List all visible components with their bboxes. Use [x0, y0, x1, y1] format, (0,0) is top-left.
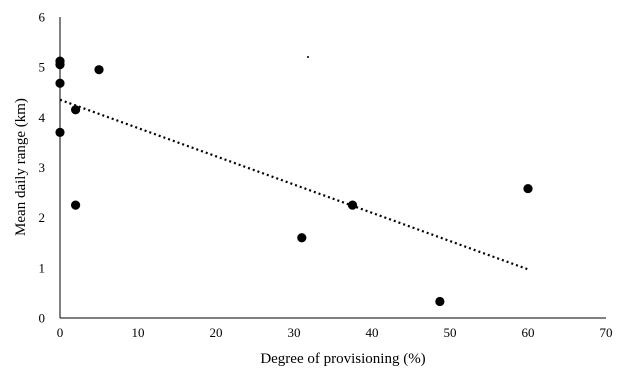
data-point — [71, 200, 81, 210]
y-tick-label: 0 — [39, 311, 46, 326]
x-tick-label: 60 — [522, 325, 535, 340]
data-point — [435, 296, 445, 307]
x-tick-label: 40 — [366, 325, 379, 340]
y-tick-label: 1 — [39, 260, 46, 275]
data-point — [297, 233, 307, 243]
x-tick-labels: 0 10 20 30 40 50 60 70 — [57, 325, 613, 340]
data-point — [94, 65, 104, 75]
data-point — [55, 78, 65, 88]
x-tick-label: 50 — [444, 325, 457, 340]
y-tick-label: 3 — [39, 160, 46, 175]
y-axis-title: Mean daily range (km) — [13, 98, 29, 236]
x-tick-label: 10 — [132, 325, 145, 340]
x-tick-label: 0 — [57, 325, 64, 340]
data-point — [55, 127, 65, 137]
y-tick-labels: 0 1 2 3 4 5 6 — [39, 10, 46, 326]
x-axis-title: Degree of provisioning (%) — [260, 351, 425, 367]
y-tick-label: 4 — [39, 110, 46, 125]
data-point — [347, 200, 358, 210]
y-tick-label: 5 — [39, 60, 46, 75]
stray-mark — [307, 56, 309, 58]
x-tick-label: 30 — [288, 325, 301, 340]
y-tick-label: 2 — [39, 210, 46, 225]
axes — [59, 17, 606, 319]
trendline — [59, 98, 529, 271]
y-tick-label: 6 — [39, 10, 46, 25]
x-tick-label: 20 — [210, 325, 223, 340]
x-tick-label: 70 — [600, 325, 613, 340]
data-point — [523, 183, 533, 194]
data-point — [55, 60, 65, 70]
data-points — [55, 56, 533, 307]
data-point — [71, 105, 81, 115]
